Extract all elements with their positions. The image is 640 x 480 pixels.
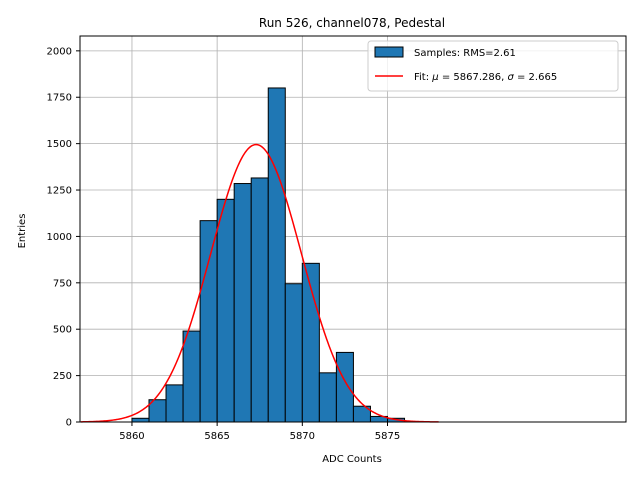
y-tick-label: 0 bbox=[66, 418, 72, 429]
histogram-bar bbox=[318, 372, 337, 423]
legend-fit-sigma-symbol: σ bbox=[507, 72, 514, 83]
histogram-bar bbox=[250, 177, 269, 423]
histogram-bar bbox=[284, 283, 303, 423]
x-axis-label: ADC Counts bbox=[322, 454, 382, 465]
histogram-bars bbox=[131, 87, 406, 423]
y-axis-label: Entries bbox=[17, 214, 28, 249]
y-tick-label: 1500 bbox=[47, 139, 72, 150]
legend-hist-label: Samples: RMS=2.61 bbox=[414, 48, 516, 59]
histogram-bar bbox=[182, 330, 201, 423]
histogram-bar bbox=[267, 87, 286, 423]
legend-fit-label: Fit: μ = 5867.286, σ = 2.665 bbox=[414, 72, 557, 83]
legend-fit-prefix: Fit: bbox=[414, 72, 432, 83]
histogram-bar bbox=[131, 417, 150, 423]
plot-frame bbox=[79, 35, 627, 423]
y-tick-label: 2000 bbox=[47, 46, 72, 57]
legend-fit-mu-value: = 5867.286, bbox=[439, 72, 508, 83]
y-axis-ticks: 0 250 500 750 1000 1250 1500 1750 2000 bbox=[47, 46, 80, 429]
x-tick-label: 5870 bbox=[290, 431, 315, 442]
y-tick-label: 1250 bbox=[47, 186, 72, 197]
x-tick-label: 5860 bbox=[119, 431, 144, 442]
fit-curve-layer bbox=[80, 143, 439, 423]
fit-curve bbox=[80, 143, 439, 423]
y-tick-label: 250 bbox=[53, 371, 72, 382]
y-tick-label: 500 bbox=[53, 325, 72, 336]
legend-hist-swatch bbox=[374, 46, 404, 58]
x-tick-label: 5875 bbox=[375, 431, 400, 442]
legend-fit-mu-symbol: μ bbox=[431, 72, 438, 83]
x-axis-ticks: 5860 5865 5870 5875 bbox=[119, 422, 400, 442]
x-tick-label: 5865 bbox=[204, 431, 229, 442]
legend-fit-sigma-value: = 2.665 bbox=[514, 72, 557, 83]
histogram-bar bbox=[165, 384, 184, 423]
histogram-bar bbox=[199, 220, 218, 423]
legend-box bbox=[367, 40, 619, 92]
chart-title: Run 526, channel078, Pedestal bbox=[259, 16, 445, 30]
legend: Samples: RMS=2.61 Fit: μ = 5867.286, σ =… bbox=[367, 40, 619, 92]
histogram-bar bbox=[216, 198, 235, 423]
y-tick-label: 1000 bbox=[47, 232, 72, 243]
histogram-bar bbox=[335, 351, 354, 423]
axes bbox=[79, 35, 627, 423]
histogram-bar bbox=[233, 183, 252, 423]
y-tick-label: 1750 bbox=[47, 93, 72, 104]
y-tick-label: 750 bbox=[53, 278, 72, 289]
